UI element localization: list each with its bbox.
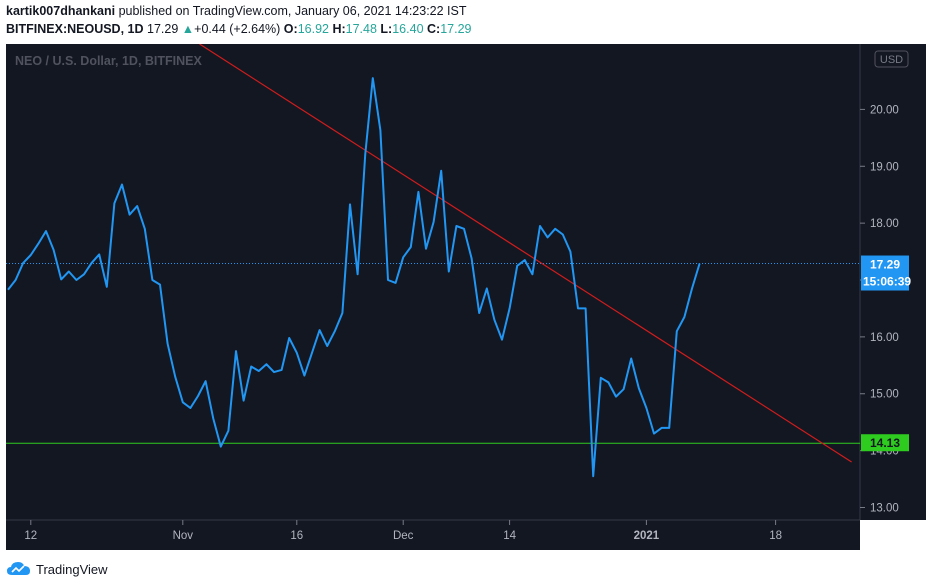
y-tick-label: 13.00 (870, 502, 899, 514)
published-text: published on TradingView.com, January 06… (118, 4, 467, 18)
tradingview-brand[interactable]: TradingView (36, 561, 108, 577)
close-value: 17.29 (440, 22, 472, 36)
x-tick-label: Nov (173, 530, 194, 542)
publish-info: kartik007dhankani published on TradingVi… (6, 4, 467, 18)
x-tick-label: 14 (503, 530, 516, 542)
currency-badge[interactable] (874, 50, 909, 68)
price-chart[interactable]: 12 Nov 16 Dec 14 2021 18 13.0014.0015.0016.001… (6, 44, 926, 550)
y-tick-label: 19.00 (870, 161, 899, 173)
x-ticks: 12 Nov 16 Dec 14 2021 18 (24, 520, 782, 542)
y-tick-label: 16.00 (870, 332, 899, 344)
last-price-label: 17.29 (870, 258, 900, 272)
countdown-label: 15:06:39 (863, 275, 911, 289)
high-label: H: (332, 22, 346, 36)
price-series-line (7, 77, 701, 478)
tradingview-cloud-icon (7, 562, 30, 575)
trend-line[interactable] (199, 44, 852, 463)
chart-title: NEO / U.S. Dollar, 1D, BITFINEX (15, 54, 203, 68)
high-value: 17.48 (345, 22, 377, 36)
x-tick-label: 18 (769, 530, 782, 542)
footer: TradingView (6, 559, 108, 579)
x-tick-label: Dec (393, 530, 414, 542)
support-price-label: 14.13 (870, 436, 900, 450)
y-tick-label: 20.00 (870, 104, 899, 116)
last-price-badge (861, 255, 909, 291)
x-tick-label: 2021 (634, 530, 660, 542)
y-tick-label: 18.00 (870, 218, 899, 230)
x-tick-label: 16 (290, 530, 303, 542)
currency-label: USD (880, 54, 903, 66)
triangle-up-icon: ▲ (181, 22, 195, 36)
open-label: O: (283, 22, 298, 36)
low-value: 16.40 (392, 22, 424, 36)
x-tick-label: 12 (24, 530, 37, 542)
support-badge (861, 434, 909, 452)
low-label: L: (380, 22, 393, 36)
close-label: C: (427, 22, 441, 36)
last-value: 17.29 (147, 22, 179, 36)
plot-area[interactable] (6, 44, 860, 520)
time-axis[interactable] (6, 520, 860, 550)
y-tick-label: 15.00 (870, 389, 899, 401)
symbol-name: BITFINEX:NEOUSD, 1D (6, 22, 144, 36)
change-value: +0.44 (+2.64%) (194, 22, 281, 36)
symbol-info: BITFINEX:NEOUSD, 1D 17.29 ▲+0.44 (+2.64%… (6, 22, 471, 36)
open-value: 16.92 (297, 22, 329, 36)
author-name[interactable]: kartik007dhankani (6, 4, 116, 18)
